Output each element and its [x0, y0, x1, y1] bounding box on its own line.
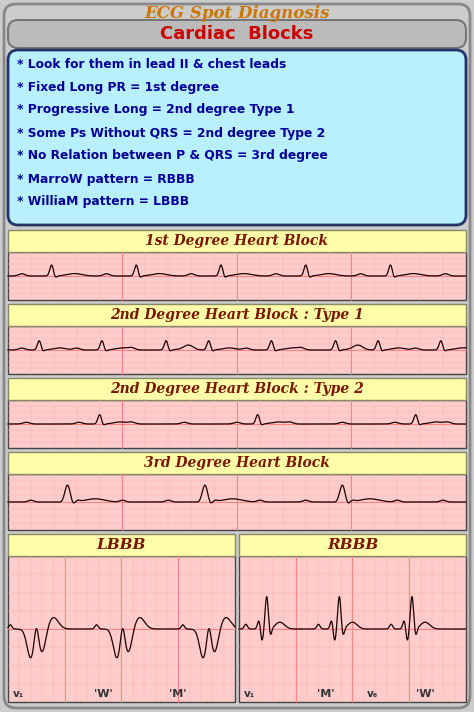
- Text: * Some Ps Without QRS = 2nd degree Type 2: * Some Ps Without QRS = 2nd degree Type …: [17, 127, 325, 140]
- Bar: [239, 556, 466, 702]
- Text: 'W': 'W': [94, 689, 113, 699]
- Text: 1st Degree Heart Block: 1st Degree Heart Block: [146, 234, 328, 248]
- Text: Cardiac  Blocks: Cardiac Blocks: [160, 25, 314, 43]
- Text: v₁: v₁: [244, 689, 255, 699]
- Text: LBBB: LBBB: [97, 538, 146, 552]
- Bar: [8, 534, 235, 556]
- Text: 'M': 'M': [170, 689, 187, 699]
- Bar: [8, 326, 466, 374]
- Text: * Progressive Long = 2nd degree Type 1: * Progressive Long = 2nd degree Type 1: [17, 103, 294, 117]
- Bar: [8, 304, 466, 326]
- Bar: [8, 556, 235, 702]
- Text: * Look for them in lead II & chest leads: * Look for them in lead II & chest leads: [17, 58, 286, 70]
- FancyBboxPatch shape: [4, 4, 470, 708]
- Text: 3rd Degree Heart Block: 3rd Degree Heart Block: [144, 456, 330, 470]
- Text: * WilliaM pattern = LBBB: * WilliaM pattern = LBBB: [17, 196, 189, 209]
- Text: 'M': 'M': [317, 689, 334, 699]
- Bar: [239, 534, 466, 556]
- Text: v₁: v₁: [13, 689, 24, 699]
- FancyBboxPatch shape: [8, 50, 466, 225]
- Text: v₆: v₆: [367, 689, 379, 699]
- Bar: [8, 378, 466, 400]
- Text: RBBB: RBBB: [327, 538, 378, 552]
- Bar: [8, 230, 466, 252]
- Bar: [8, 452, 466, 474]
- Text: * MarroW pattern = RBBB: * MarroW pattern = RBBB: [17, 172, 195, 186]
- Text: * Fixed Long PR = 1st degree: * Fixed Long PR = 1st degree: [17, 80, 219, 93]
- Text: * No Relation between P & QRS = 3rd degree: * No Relation between P & QRS = 3rd degr…: [17, 150, 328, 162]
- Text: 2nd Degree Heart Block : Type 1: 2nd Degree Heart Block : Type 1: [110, 308, 364, 322]
- Bar: [8, 400, 466, 448]
- Text: ECG Spot Diagnosis: ECG Spot Diagnosis: [144, 4, 330, 21]
- Text: 'W': 'W': [416, 689, 435, 699]
- Text: 2nd Degree Heart Block : Type 2: 2nd Degree Heart Block : Type 2: [110, 382, 364, 396]
- Bar: [8, 252, 466, 300]
- FancyBboxPatch shape: [8, 20, 466, 48]
- Bar: [8, 474, 466, 530]
